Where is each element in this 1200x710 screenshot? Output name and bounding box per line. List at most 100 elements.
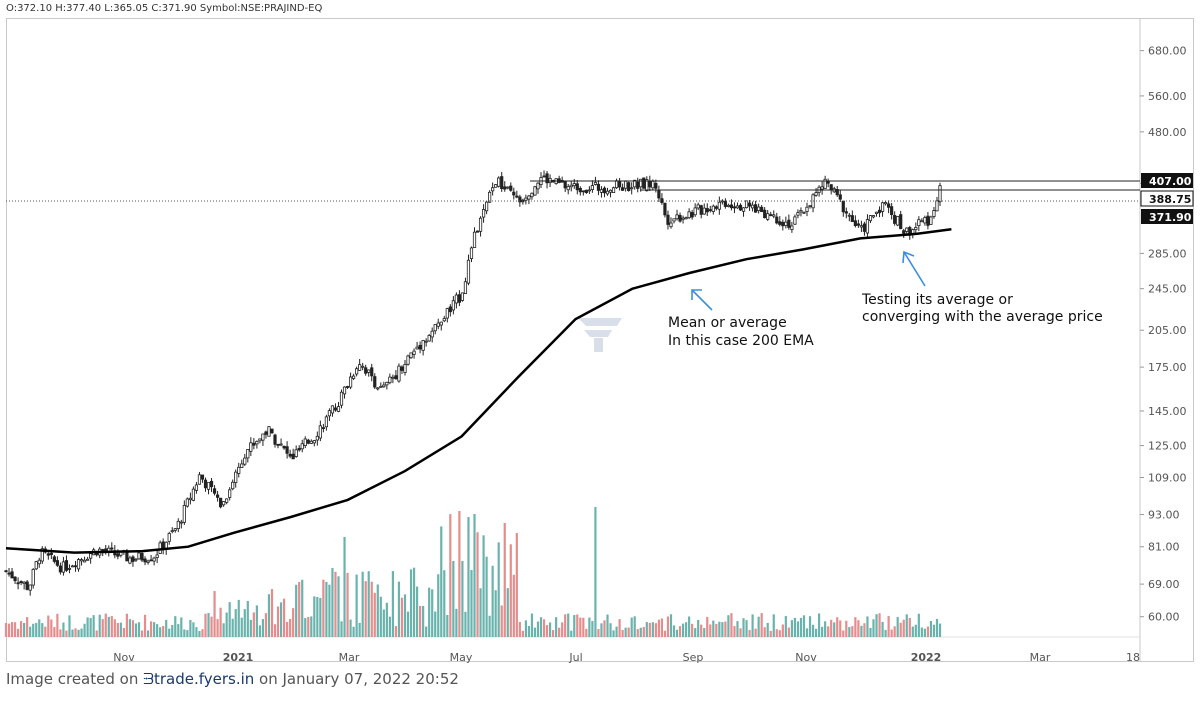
volume-bar <box>92 615 95 637</box>
candle-body <box>729 204 734 209</box>
volume-bar <box>887 616 890 637</box>
candle-body <box>10 571 14 579</box>
volume-bar <box>41 623 44 637</box>
volume-bar <box>455 608 458 637</box>
volume-bar <box>56 613 59 637</box>
candle-body <box>391 376 395 379</box>
candle-body <box>234 471 238 483</box>
candle-body <box>324 416 329 428</box>
footer-prefix: Image created on <box>6 670 144 688</box>
volume-bar <box>866 616 869 637</box>
volume-bar <box>645 622 648 637</box>
volume-bar <box>156 624 159 637</box>
volume-bar <box>119 622 122 637</box>
candle-body <box>137 552 141 560</box>
candle-body <box>642 177 646 189</box>
candle-body <box>693 207 697 216</box>
price-chart[interactable]: Mean or average In this case 200 EMA Tes… <box>0 0 1200 665</box>
volume-bar <box>101 619 104 637</box>
candle-body <box>161 541 165 550</box>
volume-bar <box>286 621 289 637</box>
candle-body <box>336 406 341 412</box>
candle-body <box>472 231 477 248</box>
candle-body <box>932 210 936 217</box>
volume-bar <box>787 627 790 637</box>
volume-bar <box>654 623 657 637</box>
volume-bar <box>733 626 736 637</box>
candle-body <box>593 182 598 185</box>
footer-brand-link[interactable]: trade.fyers.in <box>153 670 255 688</box>
volume-bar <box>576 614 579 637</box>
volume-bar <box>748 629 751 637</box>
volume-bar <box>437 574 440 637</box>
volume-bar <box>739 628 742 637</box>
volume-bar <box>591 621 594 637</box>
ohlc-header: O:372.10 H:377.40 L:365.05 C:371.90 Symb… <box>6 3 323 14</box>
volume-bar <box>863 623 866 637</box>
volume-bar <box>26 617 29 637</box>
volume-bar <box>10 622 14 637</box>
candle-body <box>352 375 356 379</box>
candle-body <box>763 209 767 219</box>
candle-body <box>566 186 570 191</box>
volume-bar <box>213 591 216 637</box>
volume-bar <box>216 619 219 637</box>
candle-body <box>448 306 452 313</box>
candle-body <box>654 183 658 189</box>
candle-body <box>630 187 634 190</box>
volume-bar <box>784 616 787 637</box>
volume-bar <box>627 627 630 637</box>
fyers-logo-icon: ᗳ︎ <box>143 670 154 688</box>
candle-body <box>500 176 504 190</box>
candle-body <box>515 195 519 198</box>
candle-body <box>370 367 374 377</box>
volume-bar <box>926 626 930 637</box>
candle-body <box>530 192 534 198</box>
candle-body <box>110 547 114 550</box>
volume-bar <box>355 574 358 637</box>
candle-body <box>31 569 35 586</box>
volume-bar <box>536 621 540 637</box>
candle-body <box>859 225 864 228</box>
candle-body <box>678 215 682 222</box>
volume-bar <box>588 617 591 637</box>
volume-bar <box>128 619 132 637</box>
price-axis[interactable]: 680.00560.00480.00385.00285.00245.00205.… <box>1140 45 1187 624</box>
y-tick-label: 69.00 <box>1148 578 1180 591</box>
candle-body <box>28 584 32 591</box>
candle-body <box>203 479 208 489</box>
volume-bar <box>183 629 186 637</box>
candle-body <box>823 178 827 189</box>
volume-bar <box>77 629 80 637</box>
candle-body <box>841 200 845 213</box>
volume-bar <box>207 613 210 637</box>
volume-bar <box>228 602 231 637</box>
volume-bar <box>503 522 506 637</box>
candle-body <box>829 184 833 190</box>
volume-bar <box>322 579 325 637</box>
volume-bar <box>352 626 355 637</box>
candle-body <box>460 292 465 301</box>
candle-body <box>79 559 84 562</box>
candle-body <box>524 197 528 201</box>
volume-bar <box>479 588 482 637</box>
candle-body <box>602 187 607 194</box>
candle-body <box>364 367 368 374</box>
candle-body <box>883 202 888 205</box>
fyers-watermark-icon <box>578 318 622 352</box>
volume-bar <box>573 615 576 637</box>
candle-body <box>46 553 50 556</box>
volume-bar <box>582 617 585 637</box>
volume-bar <box>270 589 274 637</box>
candle-body <box>255 440 259 445</box>
candle-body <box>330 405 335 414</box>
candle-body <box>512 191 516 196</box>
candle-body <box>584 189 588 194</box>
candle-body <box>424 340 428 343</box>
candle-body <box>660 198 664 203</box>
volume-bar <box>691 623 694 637</box>
candle-body <box>548 178 552 183</box>
volume-bar <box>313 596 316 637</box>
time-axis[interactable]: Nov 2021 Mar May Jul Sep Nov 2022 Mar 18 <box>113 651 1140 664</box>
volume-bar <box>618 619 621 637</box>
